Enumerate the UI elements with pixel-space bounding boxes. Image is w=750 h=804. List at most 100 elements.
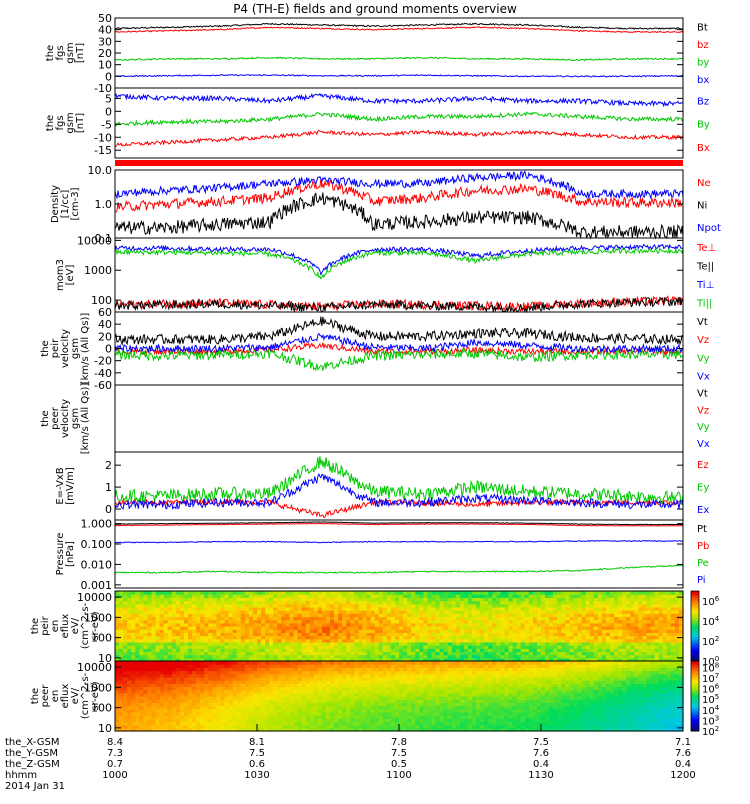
spectrogram-cell — [184, 591, 189, 595]
spectrogram-cell — [119, 661, 124, 665]
spectrogram-cell — [500, 591, 505, 595]
spectrogram-cell — [367, 661, 372, 665]
spectrogram-cell — [265, 661, 270, 665]
series-line-Pi — [115, 541, 683, 543]
spectrogram-cell — [362, 591, 367, 595]
spectrogram-cell — [160, 661, 165, 665]
spectrogram-cell — [152, 661, 157, 665]
legend-label-Pe: Pe — [697, 558, 709, 569]
spectrogram-cell — [184, 661, 189, 665]
spectrogram-cell — [289, 591, 294, 595]
spectrogram-cell — [273, 661, 278, 665]
spectrogram-cell — [383, 661, 388, 665]
spectrogram-cell — [330, 591, 335, 595]
spectrogram-cell — [651, 591, 656, 595]
spectrogram-cell — [468, 591, 473, 595]
legend-label-Ez: Ez — [697, 460, 709, 471]
spectrogram-cell — [245, 661, 250, 665]
spectrogram-cell — [642, 591, 647, 595]
spectrogram-cell — [622, 591, 627, 595]
y-axis-label: [nT] — [75, 113, 86, 133]
spectrogram-cell — [517, 591, 522, 595]
y-tick-label: 10000 — [77, 591, 112, 604]
spectrogram-cell — [164, 661, 169, 665]
y-tick-label: 0 — [105, 343, 112, 356]
spectrogram-cell — [261, 591, 266, 595]
legend-label-Ti||: Ti|| — [696, 298, 712, 309]
spectrogram-cell — [590, 591, 595, 595]
y-tick-label: 20 — [98, 330, 112, 343]
spectrogram-cell — [326, 591, 331, 595]
legend-label-Vy: Vy — [697, 353, 710, 364]
spectrogram-cell — [229, 661, 234, 665]
spectrogram-cell — [143, 591, 148, 595]
y-tick-label: 10.0 — [88, 164, 113, 177]
spectrogram-cell — [147, 591, 152, 595]
spectrogram-cell — [553, 591, 558, 595]
spectrogram-cell — [513, 591, 518, 595]
spectrogram-cell — [362, 661, 367, 665]
spectrogram-cell — [237, 591, 242, 595]
spectrogram-cell — [212, 591, 217, 595]
spectrogram-cell — [302, 661, 307, 665]
spectrogram-cell — [257, 661, 262, 665]
spectrogram-cell — [330, 661, 335, 665]
series-line-By — [115, 112, 683, 126]
spectrogram-cell — [180, 661, 185, 665]
spectrogram-cell — [578, 591, 583, 595]
spectrogram-cell — [387, 591, 392, 595]
series-line-Ti⊥ — [115, 245, 683, 275]
spectrogram-cell — [476, 591, 481, 595]
spectrogram-cell — [318, 661, 323, 665]
y-tick-label: 60 — [98, 306, 112, 319]
spectrogram-cell — [225, 591, 230, 595]
legend-label-By: By — [697, 120, 710, 131]
legend-label-Pt: Pt — [697, 524, 707, 535]
spectrogram-cell — [411, 661, 416, 665]
spectrogram-cell — [354, 661, 359, 665]
flag-bar — [115, 160, 683, 166]
panel-frame — [115, 88, 683, 158]
colorbar-tick-label: 106 — [702, 595, 720, 608]
spectrogram-cell — [541, 591, 546, 595]
series-line-Ey — [115, 456, 683, 504]
spectrogram-cell — [208, 661, 213, 665]
spectrogram-cell — [253, 591, 258, 595]
spectrogram-cell — [294, 661, 299, 665]
panel-frame — [115, 385, 683, 452]
spectrogram-cell — [565, 591, 570, 595]
y-axis-label: sr-eV) — [90, 611, 101, 640]
spectrogram-cell — [334, 591, 339, 595]
spectrogram-cell — [176, 591, 181, 595]
spectrogram-cell — [342, 591, 347, 595]
spectrogram-cell — [667, 591, 672, 595]
spectrogram-cell — [273, 591, 278, 595]
y-tick-label: 1 — [105, 481, 112, 494]
spectrogram-cell — [598, 591, 603, 595]
spectrogram-cell — [549, 591, 554, 595]
spectrogram-cell — [233, 661, 238, 665]
spectrogram-cell — [626, 591, 631, 595]
legend-label-Vt: Vt — [697, 317, 708, 328]
spectrogram-cell — [415, 661, 420, 665]
spectrogram-cell — [533, 591, 538, 595]
spectrogram-cell — [277, 591, 282, 595]
spectrogram-cell — [249, 591, 254, 595]
spectrogram-cell — [367, 591, 372, 595]
y-axis-label: [nPa] — [65, 541, 76, 567]
legend-label-Te⊥: Te⊥ — [696, 243, 716, 254]
spectrogram-cell — [655, 591, 660, 595]
spectrogram-cell — [269, 661, 274, 665]
spectrogram-cell — [371, 591, 376, 595]
y-axis-label: [km/s (All Qs)] — [80, 383, 91, 455]
spectrogram-cell — [326, 661, 331, 665]
spectrogram-cell — [204, 661, 209, 665]
spectrogram-cell — [634, 591, 639, 595]
spectrogram-cell — [241, 661, 246, 665]
spectrogram-cell — [127, 661, 132, 665]
spectrogram-cell — [318, 591, 323, 595]
